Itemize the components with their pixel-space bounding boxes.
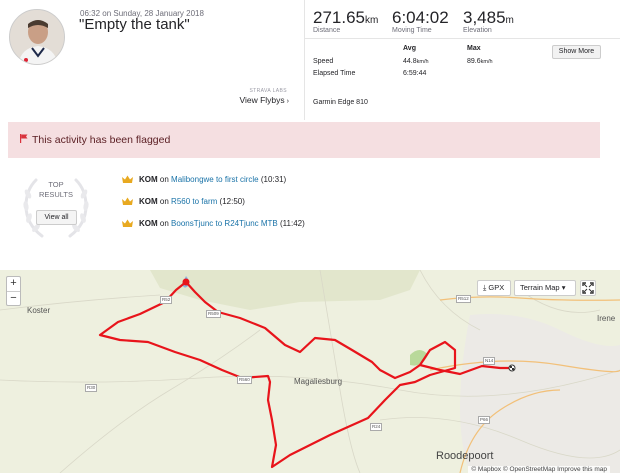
achievement-on: on	[159, 175, 169, 184]
athlete-avatar[interactable]	[9, 9, 65, 65]
map-type-label: Terrain Map	[520, 283, 560, 292]
achievement-on: on	[159, 219, 169, 228]
activity-header: 06:32 on Sunday, 28 January 2018 "Empty …	[0, 0, 620, 120]
route-map[interactable]: + − ⤓ GPX Terrain Map ▾ Koster Magaliesb…	[0, 270, 620, 473]
elevation-stat: 3,485m Elevation	[463, 8, 514, 34]
flag-icon	[20, 134, 28, 143]
distance-unit: km	[365, 15, 379, 26]
achievement-time: (10:31)	[260, 175, 287, 184]
segment-link[interactable]: Malibongwe to first circle	[171, 175, 259, 184]
zoom-control: + −	[6, 276, 21, 306]
activity-summary-panel: 06:32 on Sunday, 28 January 2018 "Empty …	[0, 0, 305, 120]
road-badge: R30	[85, 384, 98, 392]
crown-icon	[122, 197, 133, 205]
zoom-out-button[interactable]: −	[7, 291, 20, 305]
download-icon: ⤓	[483, 283, 487, 292]
crown-icon	[122, 219, 133, 227]
view-all-button[interactable]: View all	[36, 210, 77, 225]
laurel-wreath-icon	[23, 178, 89, 238]
place-label: Koster	[27, 306, 51, 315]
road-badge: N14	[483, 357, 496, 365]
speed-avg-unit: km/h	[416, 59, 429, 65]
crown-icon	[122, 175, 133, 183]
activity-date: 06:32 on Sunday, 28 January 2018	[80, 9, 204, 18]
activity-route	[98, 280, 514, 469]
distance-stat: 271.65km Distance	[313, 8, 378, 34]
speed-max: 89.6km/h	[467, 58, 493, 65]
speed-max-value: 89.6	[467, 58, 481, 65]
top-results-line2: RESULTS	[38, 190, 74, 199]
finish-marker	[508, 364, 516, 372]
place-label: Roodepoort	[436, 450, 494, 462]
moving-time-stat: 6:04:02 Moving Time	[392, 8, 449, 34]
view-flybys-link[interactable]: View Flybys ›	[239, 95, 289, 105]
place-label: Magaliesburg	[294, 377, 343, 386]
caret-down-icon: ▾	[561, 283, 566, 292]
segment-link[interactable]: R560 to farm	[171, 197, 218, 206]
top-results-section: TOP RESULTS View all KOM on Malibongwe t…	[0, 158, 620, 270]
distance-value: 271.65	[313, 8, 365, 27]
gpx-label: GPX	[488, 283, 505, 292]
flagged-notice: This activity has been flagged	[8, 122, 600, 158]
achievement-row: KOM on Malibongwe to first circle (10:31…	[122, 175, 286, 184]
map-type-select[interactable]: Terrain Map ▾	[514, 280, 576, 296]
chevron-right-icon: ›	[286, 98, 289, 105]
stats-divider	[305, 38, 620, 39]
zoom-in-button[interactable]: +	[10, 277, 17, 289]
speed-avg: 44.8km/h	[403, 58, 429, 65]
speed-label: Speed	[313, 58, 334, 65]
achievement-time: (11:42)	[280, 219, 305, 228]
map-attribution[interactable]: © Mapbox © OpenStreetMap Improve this ma…	[468, 466, 610, 473]
top-results-line1: TOP	[48, 180, 64, 189]
achievement-row: KOM on BoonsTjunc to R24Tjunc MTB (11:42…	[122, 219, 305, 228]
gpx-download-button[interactable]: ⤓ GPX	[477, 280, 511, 296]
road-badge: P66	[478, 416, 491, 424]
avg-header: Avg	[403, 45, 416, 52]
device-name: Garmin Edge 810	[313, 99, 368, 106]
achievement-type: KOM	[139, 197, 158, 206]
speed-avg-value: 44.8	[403, 58, 417, 65]
achievement-time: (12:50)	[219, 197, 245, 206]
achievement-row: KOM on R560 to farm (12:50)	[122, 197, 245, 206]
road-badge: R512	[456, 295, 471, 303]
achievement-type: KOM	[139, 175, 158, 184]
elevation-label: Elevation	[463, 27, 492, 34]
view-flybys-label: View Flybys	[239, 95, 285, 105]
elapsed-time-label: Elapsed Time	[313, 70, 356, 77]
achievement-type: KOM	[139, 219, 158, 228]
top-results-heading: TOP RESULTS	[30, 180, 82, 200]
road-badge: R52	[160, 296, 173, 304]
speed-max-unit: km/h	[480, 59, 493, 65]
elevation-value: 3,485	[463, 8, 506, 27]
road-badge: R509	[206, 310, 221, 318]
road-badge: R24	[370, 423, 383, 431]
place-label: Irene	[597, 314, 616, 323]
moving-time-value: 6:04:02	[392, 8, 449, 27]
strava-labs-label: STRAVA LABS	[249, 88, 287, 94]
segment-link[interactable]: BoonsTjunc to R24Tjunc MTB	[171, 219, 278, 228]
fullscreen-icon[interactable]	[580, 280, 596, 296]
elevation-unit: m	[505, 15, 514, 26]
activity-title: "Empty the tank"	[79, 16, 190, 33]
show-more-button[interactable]: Show More	[552, 45, 601, 59]
map-canvas	[0, 270, 620, 473]
start-marker	[182, 278, 190, 286]
flagged-text: This activity has been flagged	[32, 134, 171, 146]
distance-label: Distance	[313, 27, 341, 34]
achievement-on: on	[159, 197, 169, 206]
moving-time-label: Moving Time	[392, 27, 432, 34]
elapsed-time-value: 6:59:44	[403, 70, 427, 77]
road-badge: R560	[237, 376, 252, 384]
max-header: Max	[467, 45, 481, 52]
